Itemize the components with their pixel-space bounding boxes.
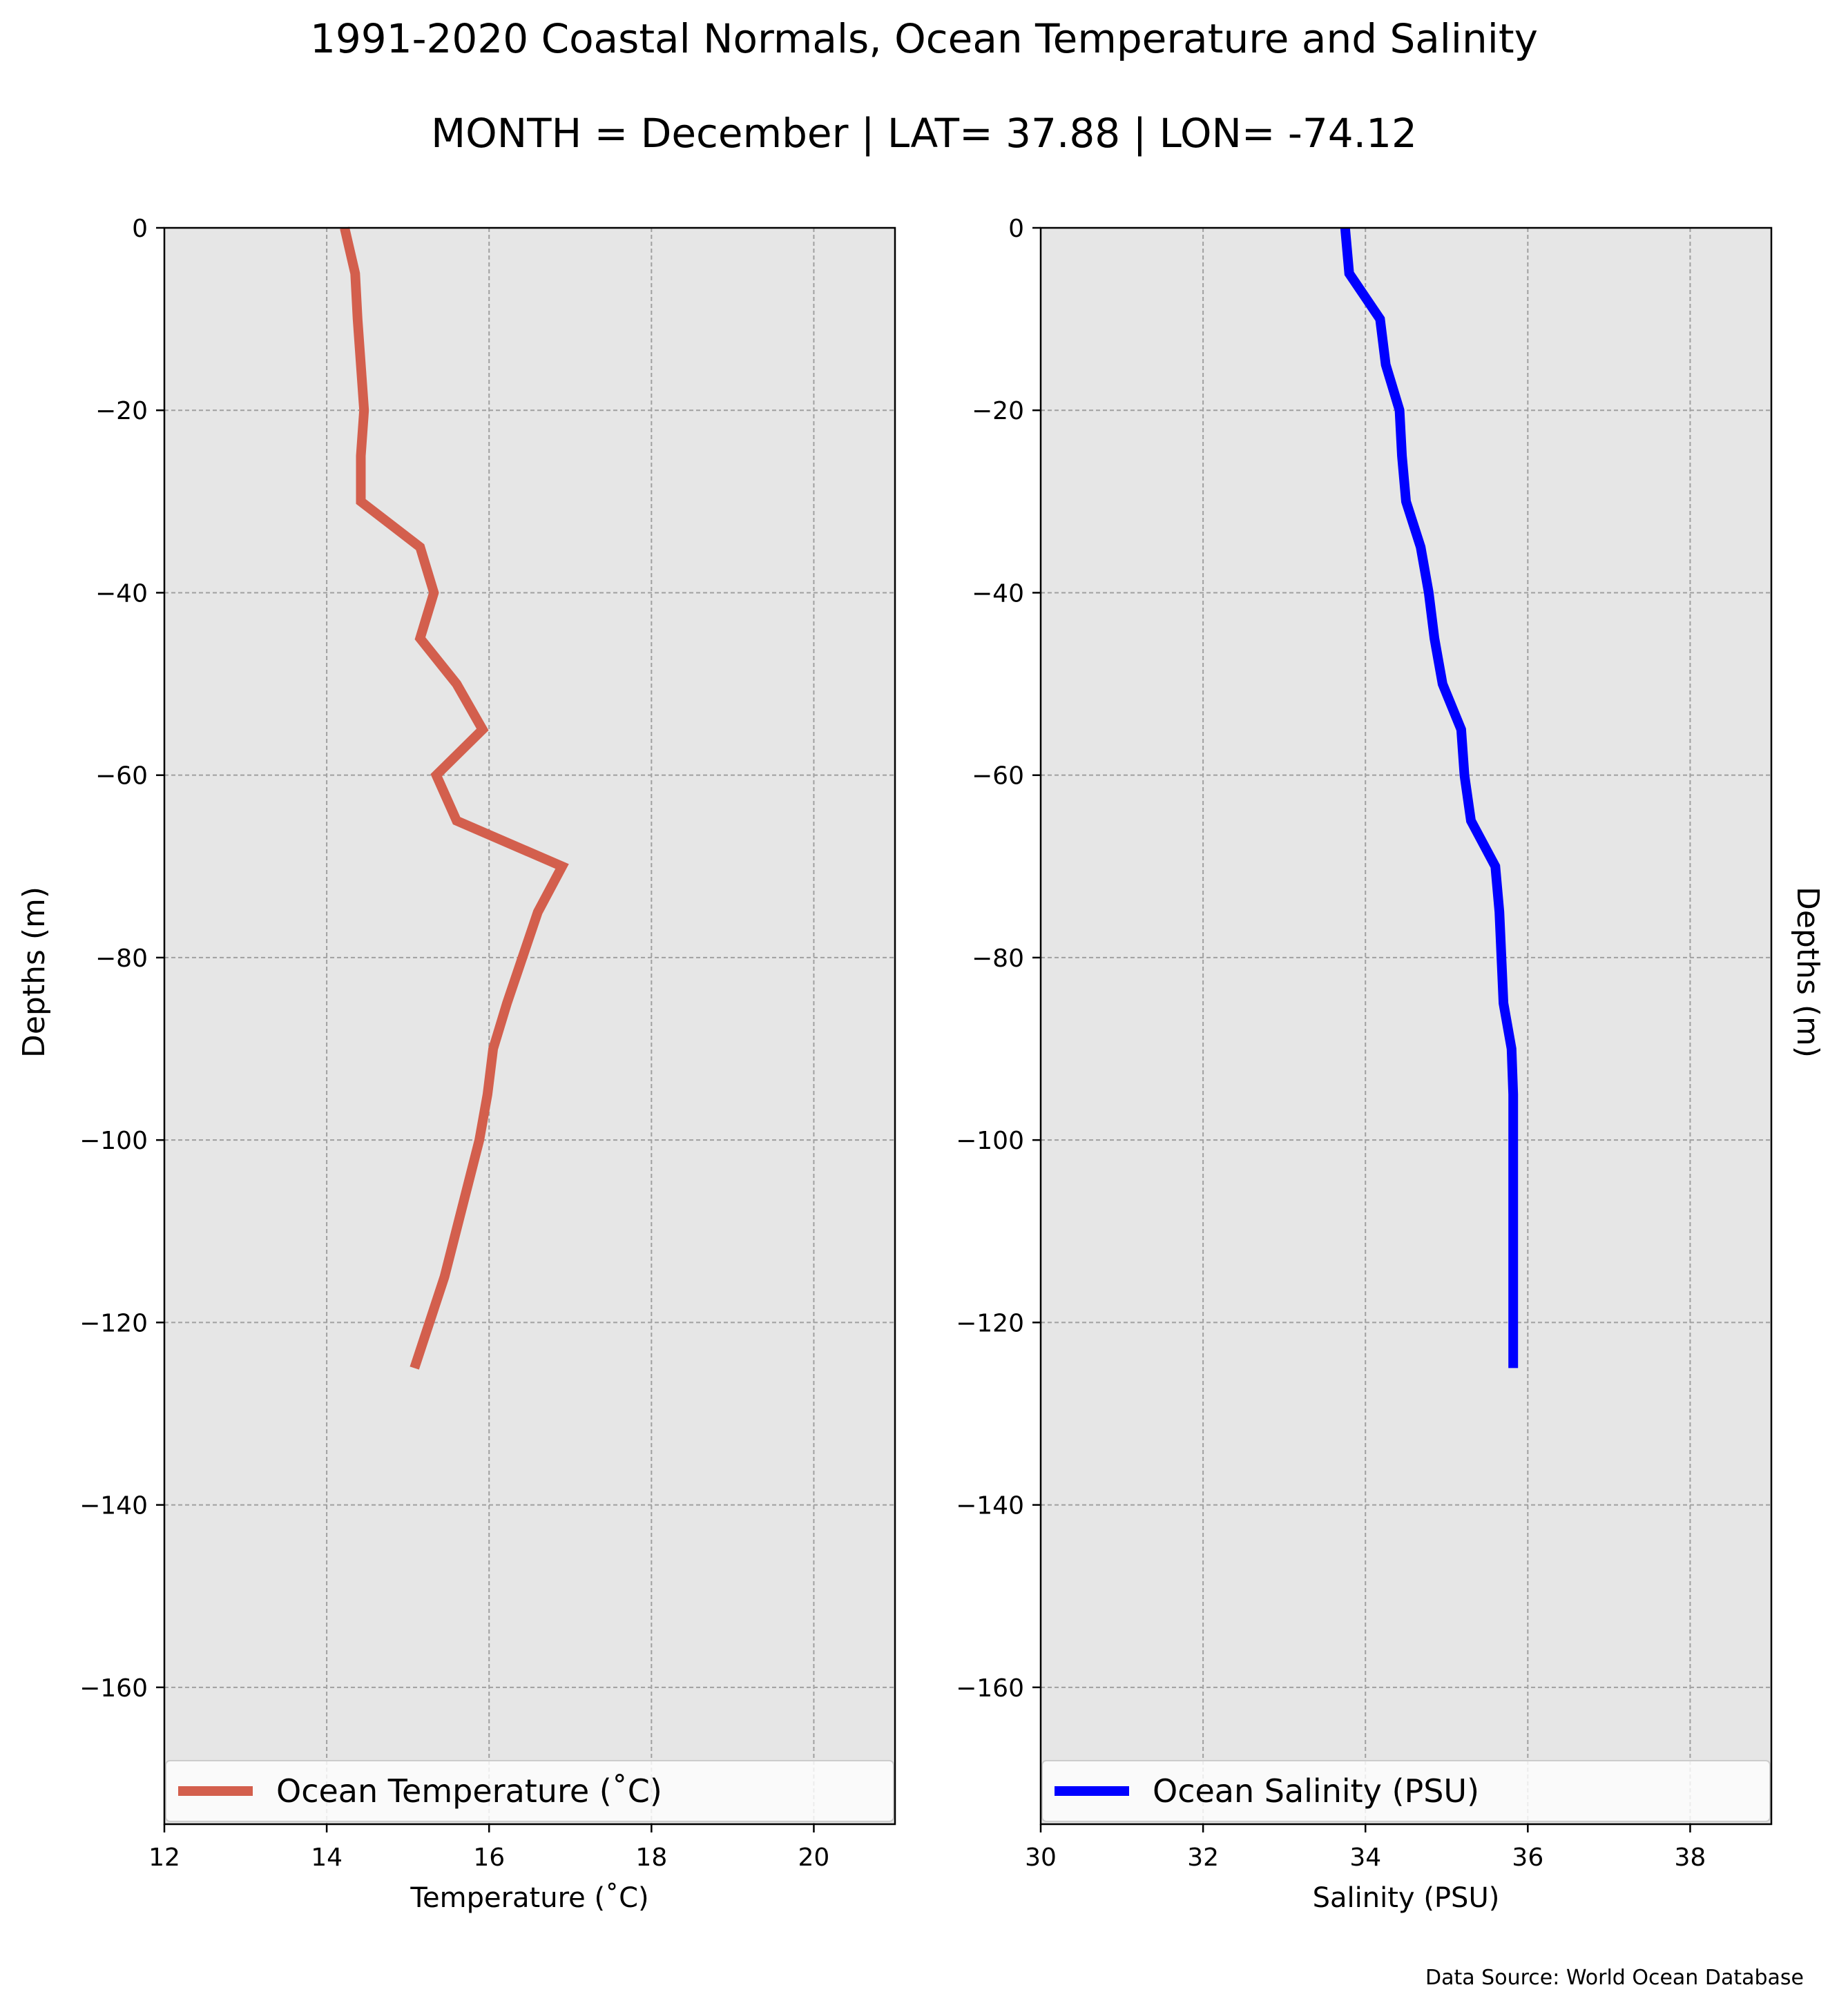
y-tick-label: −120	[956, 1309, 1024, 1337]
x-tick-label: 20	[798, 1844, 830, 1872]
data-source-note: Data Source: World Ocean Database	[1425, 1966, 1804, 1990]
y-tick-label: −80	[972, 945, 1024, 973]
x-axis-label: Salinity (PSU)	[1313, 1882, 1500, 1914]
x-tick-label: 12	[148, 1844, 180, 1872]
x-tick-label: 38	[1675, 1844, 1706, 1872]
y-tick-label: −60	[972, 762, 1024, 791]
chart-subtitle: MONTH = December | LAT= 37.88 | LON= -74…	[431, 110, 1417, 157]
y-tick-label: −160	[79, 1674, 148, 1703]
series-line	[340, 226, 569, 1370]
y-tick-label: −60	[95, 762, 148, 791]
x-tick-label: 36	[1512, 1844, 1543, 1872]
axes-frame	[163, 226, 896, 1826]
y-tick-label: −40	[95, 579, 148, 608]
y-tick-label: −140	[79, 1492, 148, 1520]
y-tick-label: −140	[956, 1492, 1024, 1520]
salinity-panel: Ocean Salinity (PSU) 30 32 34 36 38 0 −20 −40 −60…	[956, 215, 1773, 1914]
x-tick-label: 30	[1025, 1844, 1057, 1872]
plot-area	[164, 228, 895, 1824]
series-line	[1340, 227, 1519, 1368]
y-tick-label: −120	[79, 1309, 148, 1337]
x-tick-label: 18	[635, 1844, 667, 1872]
legend-box	[1041, 1760, 1771, 1822]
temperature-panel: Ocean Temperature (˚C) 12 14 16 18 20 0 −20 −40 −…	[79, 215, 896, 1914]
y-tick-label: −80	[95, 945, 148, 973]
left-ylabel: Depths (m)	[17, 887, 52, 1058]
right-ylabel: Depths (m)	[1790, 887, 1825, 1058]
x-axis-label: Temperature (˚C)	[410, 1882, 648, 1914]
y-tick-label: −100	[79, 1127, 148, 1155]
chart-title: 1991-2020 Coastal Normals, Ocean Tempera…	[310, 15, 1538, 62]
legend-label: Ocean Temperature (˚C)	[276, 1772, 662, 1810]
y-tick-label: −20	[972, 397, 1024, 425]
y-tick-label: 0	[1008, 215, 1024, 243]
y-tick-label: 0	[132, 215, 148, 243]
y-tick-label: −40	[972, 579, 1024, 608]
legend-label: Ocean Salinity (PSU)	[1153, 1772, 1479, 1810]
x-tick-label: 14	[311, 1844, 343, 1872]
y-tick-label: −20	[95, 397, 148, 425]
y-tick-label: −160	[956, 1674, 1024, 1703]
x-tick-label: 34	[1349, 1844, 1381, 1872]
axes-frame	[1039, 226, 1773, 1826]
x-tick-label: 32	[1187, 1844, 1219, 1872]
y-tick-label: −100	[956, 1127, 1024, 1155]
x-tick-label: 16	[473, 1844, 505, 1872]
legend-box	[165, 1760, 894, 1822]
